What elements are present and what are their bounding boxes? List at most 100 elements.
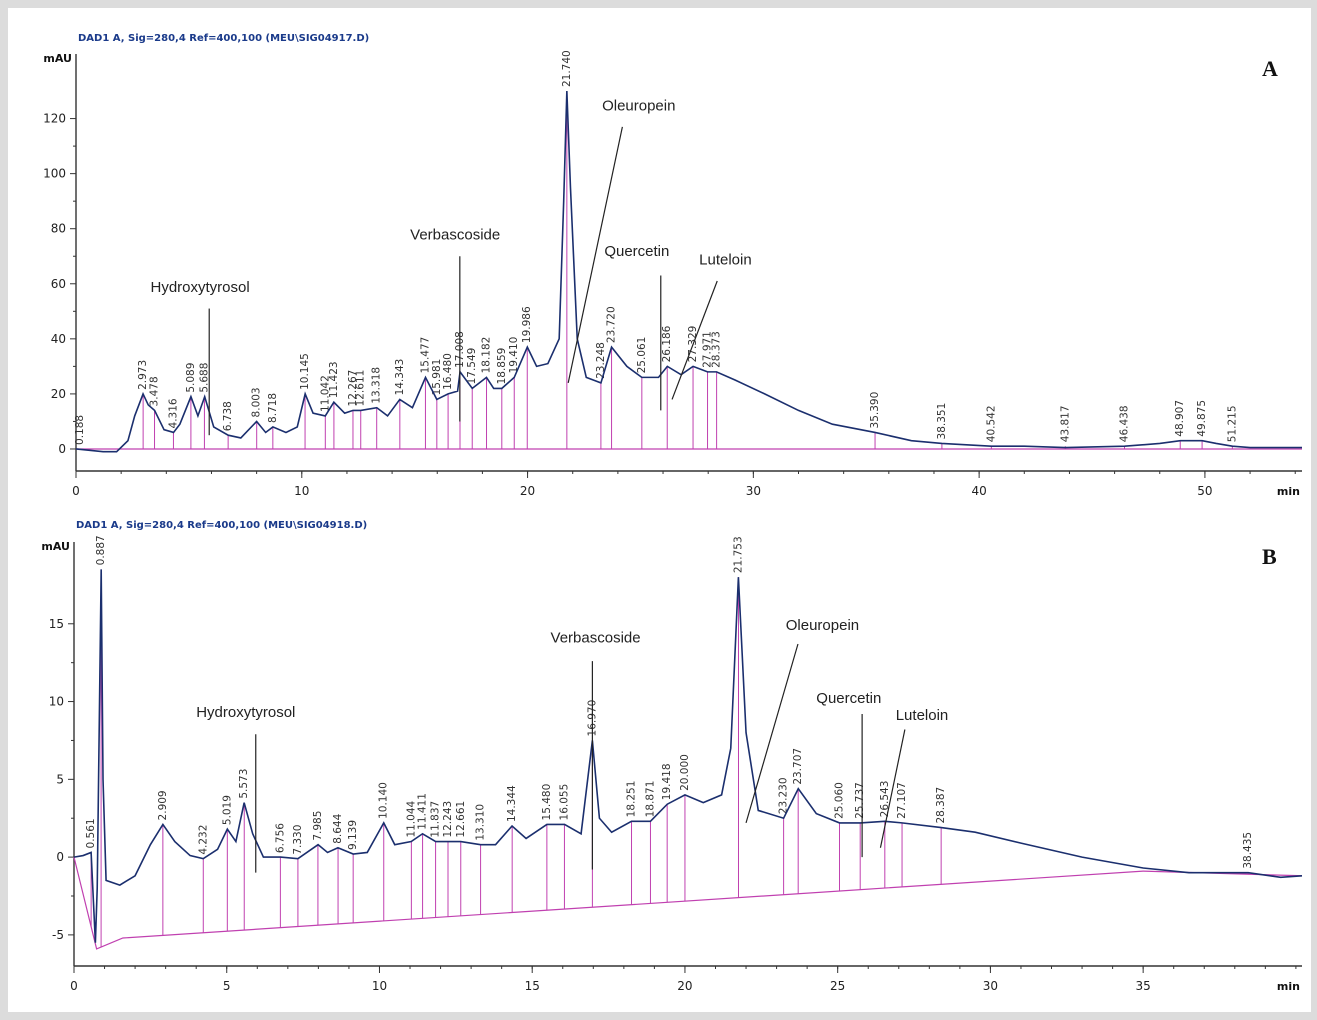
peak-retention-label: 13.318 bbox=[371, 367, 383, 404]
y-tick-label: 20 bbox=[51, 387, 66, 401]
peak-retention-label: 18.251 bbox=[626, 781, 638, 818]
y-tick-label: -5 bbox=[52, 928, 64, 942]
peak-retention-label: 8.003 bbox=[251, 387, 263, 417]
peak-retention-label: 23.248 bbox=[595, 342, 607, 379]
x-tick-label: 20 bbox=[520, 484, 535, 498]
peak-retention-label: 5.019 bbox=[221, 795, 233, 825]
peak-retention-label: 2.909 bbox=[157, 790, 169, 820]
peak-retention-label: 23.707 bbox=[792, 748, 804, 785]
compound-pointer-line bbox=[745, 643, 799, 824]
y-axis-unit: mAU bbox=[41, 540, 70, 553]
peak-retention-label: 18.871 bbox=[644, 781, 656, 818]
x-tick-label: 30 bbox=[983, 979, 998, 993]
peak-retention-label: 16.055 bbox=[558, 784, 570, 821]
peak-retention-label: 4.232 bbox=[197, 825, 209, 855]
y-axis-unit: mAU bbox=[43, 52, 72, 65]
compound-label: Verbascoside bbox=[410, 227, 500, 244]
x-axis-unit: min bbox=[1277, 980, 1300, 993]
peak-retention-label: 46.438 bbox=[1118, 405, 1130, 442]
peak-retention-label: 16.480 bbox=[442, 353, 454, 390]
peak-retention-label: 12.661 bbox=[455, 801, 467, 838]
x-tick-label: 10 bbox=[294, 484, 309, 498]
signal-header: DAD1 A, Sig=280,4 Ref=400,100 (MEU\SIG04… bbox=[78, 33, 369, 44]
peak-retention-label: 4.316 bbox=[167, 398, 179, 428]
panel-a: DAD1 A, Sig=280,4 Ref=400,100 (MEU\SIG04… bbox=[43, 33, 1302, 498]
compound-label: Quercetin bbox=[604, 243, 669, 260]
peak-retention-label: 21.753 bbox=[732, 536, 744, 573]
peak-retention-label: 7.330 bbox=[292, 825, 304, 855]
compound-label: Oleuropein bbox=[602, 97, 675, 114]
x-tick-label: 5 bbox=[223, 979, 231, 993]
x-tick-label: 15 bbox=[525, 979, 540, 993]
compound-label: Hydroxytyrosol bbox=[151, 279, 250, 296]
signal-header: DAD1 A, Sig=280,4 Ref=400,100 (MEU\SIG04… bbox=[76, 520, 367, 531]
peak-retention-label: 12.611 bbox=[355, 370, 367, 407]
peak-retention-label: 49.875 bbox=[1196, 400, 1208, 437]
peak-retention-label: 28.387 bbox=[935, 787, 947, 824]
peak-retention-label: 17.549 bbox=[466, 348, 478, 385]
chromatogram-figure: DAD1 A, Sig=280,4 Ref=400,100 (MEU\SIG04… bbox=[8, 8, 1311, 1012]
peak-retention-label: 14.344 bbox=[506, 785, 518, 822]
x-tick-label: 25 bbox=[830, 979, 845, 993]
y-tick-label: 15 bbox=[49, 617, 64, 631]
x-tick-label: 30 bbox=[746, 484, 761, 498]
peak-retention-label: 3.478 bbox=[149, 376, 161, 406]
peak-retention-label: 23.720 bbox=[606, 306, 618, 343]
x-tick-label: 35 bbox=[1136, 979, 1151, 993]
peak-retention-label: 8.718 bbox=[267, 393, 279, 423]
peak-retention-label: 20.000 bbox=[679, 754, 691, 791]
peak-retention-label: 13.310 bbox=[475, 804, 487, 841]
panel-letter: B bbox=[1262, 544, 1277, 569]
peak-retention-label: 38.351 bbox=[936, 403, 948, 440]
peak-retention-label: 0.188 bbox=[74, 415, 86, 445]
peak-retention-label: 11.411 bbox=[417, 793, 429, 830]
compound-label: Quercetin bbox=[816, 690, 881, 707]
integration-baseline bbox=[73, 856, 1303, 950]
peak-retention-label: 15.477 bbox=[419, 337, 431, 374]
peak-retention-label: 48.907 bbox=[1174, 400, 1186, 437]
chromatogram-trace bbox=[75, 91, 1302, 453]
peak-retention-label: 11.837 bbox=[430, 801, 442, 838]
peak-retention-label: 12.267 bbox=[347, 370, 359, 407]
peak-retention-label: 25.737 bbox=[854, 782, 866, 819]
peak-retention-label: 10.140 bbox=[378, 782, 390, 819]
x-tick-label: 0 bbox=[70, 979, 78, 993]
compound-pointer-line bbox=[671, 280, 718, 400]
y-tick-label: 40 bbox=[51, 332, 66, 346]
peak-retention-label: 18.859 bbox=[496, 348, 508, 385]
peak-retention-label: 14.343 bbox=[394, 359, 406, 396]
peak-retention-label: 23.230 bbox=[778, 777, 790, 814]
x-tick-label: 10 bbox=[372, 979, 387, 993]
peak-retention-label: 5.688 bbox=[198, 363, 210, 393]
peak-retention-label: 15.981 bbox=[431, 359, 443, 396]
peak-retention-label: 19.986 bbox=[521, 306, 533, 343]
peak-retention-label: 25.060 bbox=[834, 782, 846, 819]
peak-retention-label: 35.390 bbox=[869, 392, 881, 429]
y-tick-label: 100 bbox=[43, 167, 66, 181]
peak-retention-label: 25.061 bbox=[636, 337, 648, 374]
peak-retention-label: 6.756 bbox=[274, 823, 286, 853]
peak-retention-label: 21.740 bbox=[561, 50, 573, 87]
compound-pointer-line bbox=[879, 729, 906, 848]
peak-retention-label: 26.543 bbox=[879, 781, 891, 818]
compound-label: Oleuropein bbox=[786, 617, 859, 634]
peak-retention-label: 15.480 bbox=[541, 784, 553, 821]
x-tick-label: 40 bbox=[971, 484, 986, 498]
panel-b: DAD1 A, Sig=280,4 Ref=400,100 (MEU\SIG04… bbox=[41, 520, 1303, 993]
peak-retention-label: 7.985 bbox=[312, 811, 324, 841]
peak-retention-label: 40.542 bbox=[985, 405, 997, 442]
peak-retention-label: 38.435 bbox=[1242, 832, 1254, 869]
peak-retention-label: 0.561 bbox=[85, 818, 97, 848]
peak-retention-label: 28.373 bbox=[711, 331, 723, 368]
y-tick-label: 5 bbox=[56, 772, 64, 786]
peak-retention-label: 43.817 bbox=[1059, 405, 1071, 442]
x-tick-label: 0 bbox=[72, 484, 80, 498]
peak-retention-label: 11.044 bbox=[405, 800, 417, 837]
peak-retention-label: 19.410 bbox=[508, 337, 520, 374]
peak-retention-label: 11.042 bbox=[319, 375, 331, 412]
y-tick-label: 80 bbox=[51, 222, 66, 236]
peak-retention-label: 26.186 bbox=[661, 325, 673, 362]
peak-retention-label: 6.738 bbox=[222, 401, 234, 431]
peak-retention-label: 10.145 bbox=[299, 353, 311, 390]
x-tick-label: 50 bbox=[1197, 484, 1212, 498]
